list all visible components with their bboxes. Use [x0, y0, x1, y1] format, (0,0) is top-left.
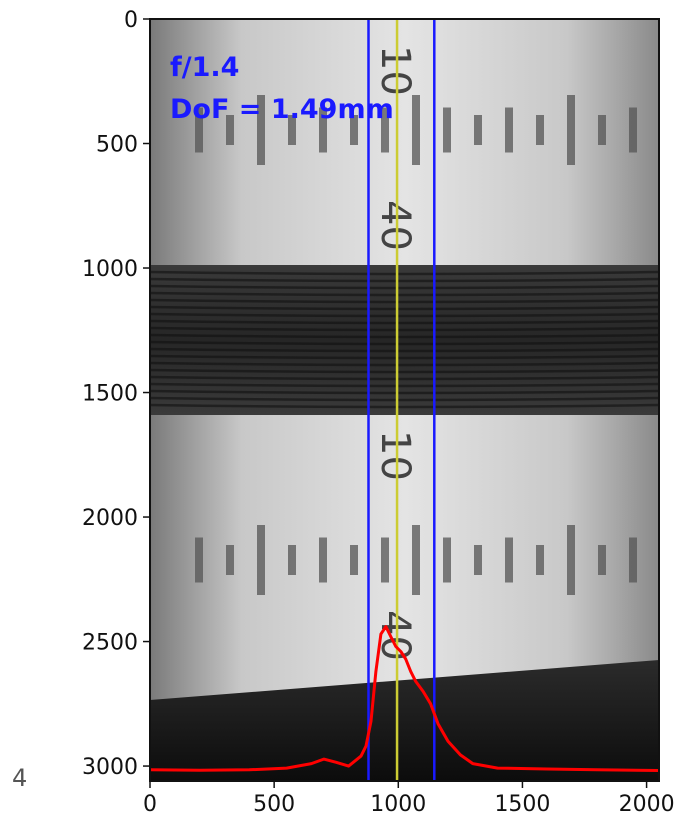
- svg-text:10: 10: [372, 430, 418, 481]
- stripe: [150, 312, 659, 318]
- ruler-mark: [381, 107, 389, 153]
- ruler-mark: [350, 545, 358, 575]
- stripe: [150, 284, 659, 290]
- stripe: [150, 333, 659, 339]
- dof-annotation: DoF = 1.49mm: [170, 94, 394, 125]
- stripe: [150, 305, 659, 311]
- background-photo: 10 40 10 40: [150, 19, 659, 781]
- stripe-pattern: [150, 270, 659, 409]
- svg-text:40: 40: [372, 200, 418, 251]
- corner-label: 4: [12, 764, 27, 792]
- ruler-mark: [412, 95, 420, 165]
- stripe: [150, 403, 659, 409]
- y-tick-label: 3000: [82, 755, 138, 780]
- ruler-mark: [257, 525, 265, 595]
- ruler-mark: [505, 537, 513, 583]
- y-axis-ticks: 0 500 1000 1500 2000 2500 3000: [82, 8, 150, 780]
- ruler-mark: [629, 107, 637, 153]
- plot-frame: [149, 18, 660, 782]
- y-tick-label: 0: [124, 8, 138, 33]
- x-tick-label: 1500: [494, 792, 550, 817]
- stripe: [150, 298, 659, 304]
- stripe: [150, 319, 659, 325]
- ruler-mark: [319, 537, 327, 583]
- x-tick-label: 1000: [370, 792, 426, 817]
- ruler-mark: [350, 115, 358, 145]
- stripe: [150, 354, 659, 360]
- stripe: [150, 326, 659, 332]
- x-tick-label: 0: [143, 792, 157, 817]
- ruler-mark: [598, 115, 606, 145]
- y-tick-label: 1000: [82, 257, 138, 282]
- stripe: [150, 368, 659, 374]
- stripe: [150, 291, 659, 297]
- intensity-profile-line: [150, 625, 659, 772]
- stripe: [150, 277, 659, 283]
- ruler-mark: [505, 107, 513, 153]
- ruler-mark: [567, 525, 575, 595]
- ruler-marks: [195, 95, 637, 595]
- x-axis-ticks: 0 500 1000 1500 2000: [143, 781, 675, 817]
- y-tick-label: 2000: [82, 506, 138, 531]
- y-tick-label: 2500: [82, 631, 138, 656]
- ruler-mark: [474, 115, 482, 145]
- stripe: [150, 361, 659, 367]
- ruler-mark: [257, 95, 265, 165]
- ruler-mark: [474, 545, 482, 575]
- stripe: [150, 375, 659, 381]
- ruler-mark: [536, 115, 544, 145]
- ruler-mark: [412, 525, 420, 595]
- ruler-mark: [536, 545, 544, 575]
- stripe: [150, 347, 659, 353]
- ruler-mark: [288, 545, 296, 575]
- stripe: [150, 340, 659, 346]
- ruler-mark: [443, 107, 451, 153]
- ruler-mark: [195, 537, 203, 583]
- ruler-mark: [226, 115, 234, 145]
- ruler-mark: [319, 107, 327, 153]
- y-tick-label: 500: [96, 133, 138, 158]
- ruler-mark: [567, 95, 575, 165]
- x-tick-label: 500: [253, 792, 295, 817]
- stripe: [150, 382, 659, 388]
- y-tick-label: 1500: [82, 382, 138, 407]
- ruler-mark: [443, 537, 451, 583]
- ruler-mark: [195, 107, 203, 153]
- x-tick-label: 2000: [619, 792, 675, 817]
- stripe: [150, 389, 659, 395]
- stripe: [150, 270, 659, 276]
- ruler-mark: [629, 537, 637, 583]
- stripe: [150, 396, 659, 402]
- aperture-annotation: f/1.4: [170, 52, 239, 83]
- ruler-mark: [226, 545, 234, 575]
- ruler-mark: [288, 115, 296, 145]
- ruler-mark: [598, 545, 606, 575]
- svg-text:10: 10: [372, 45, 418, 96]
- vertical-guide-lines: [367, 19, 436, 781]
- ruler-mark: [381, 537, 389, 583]
